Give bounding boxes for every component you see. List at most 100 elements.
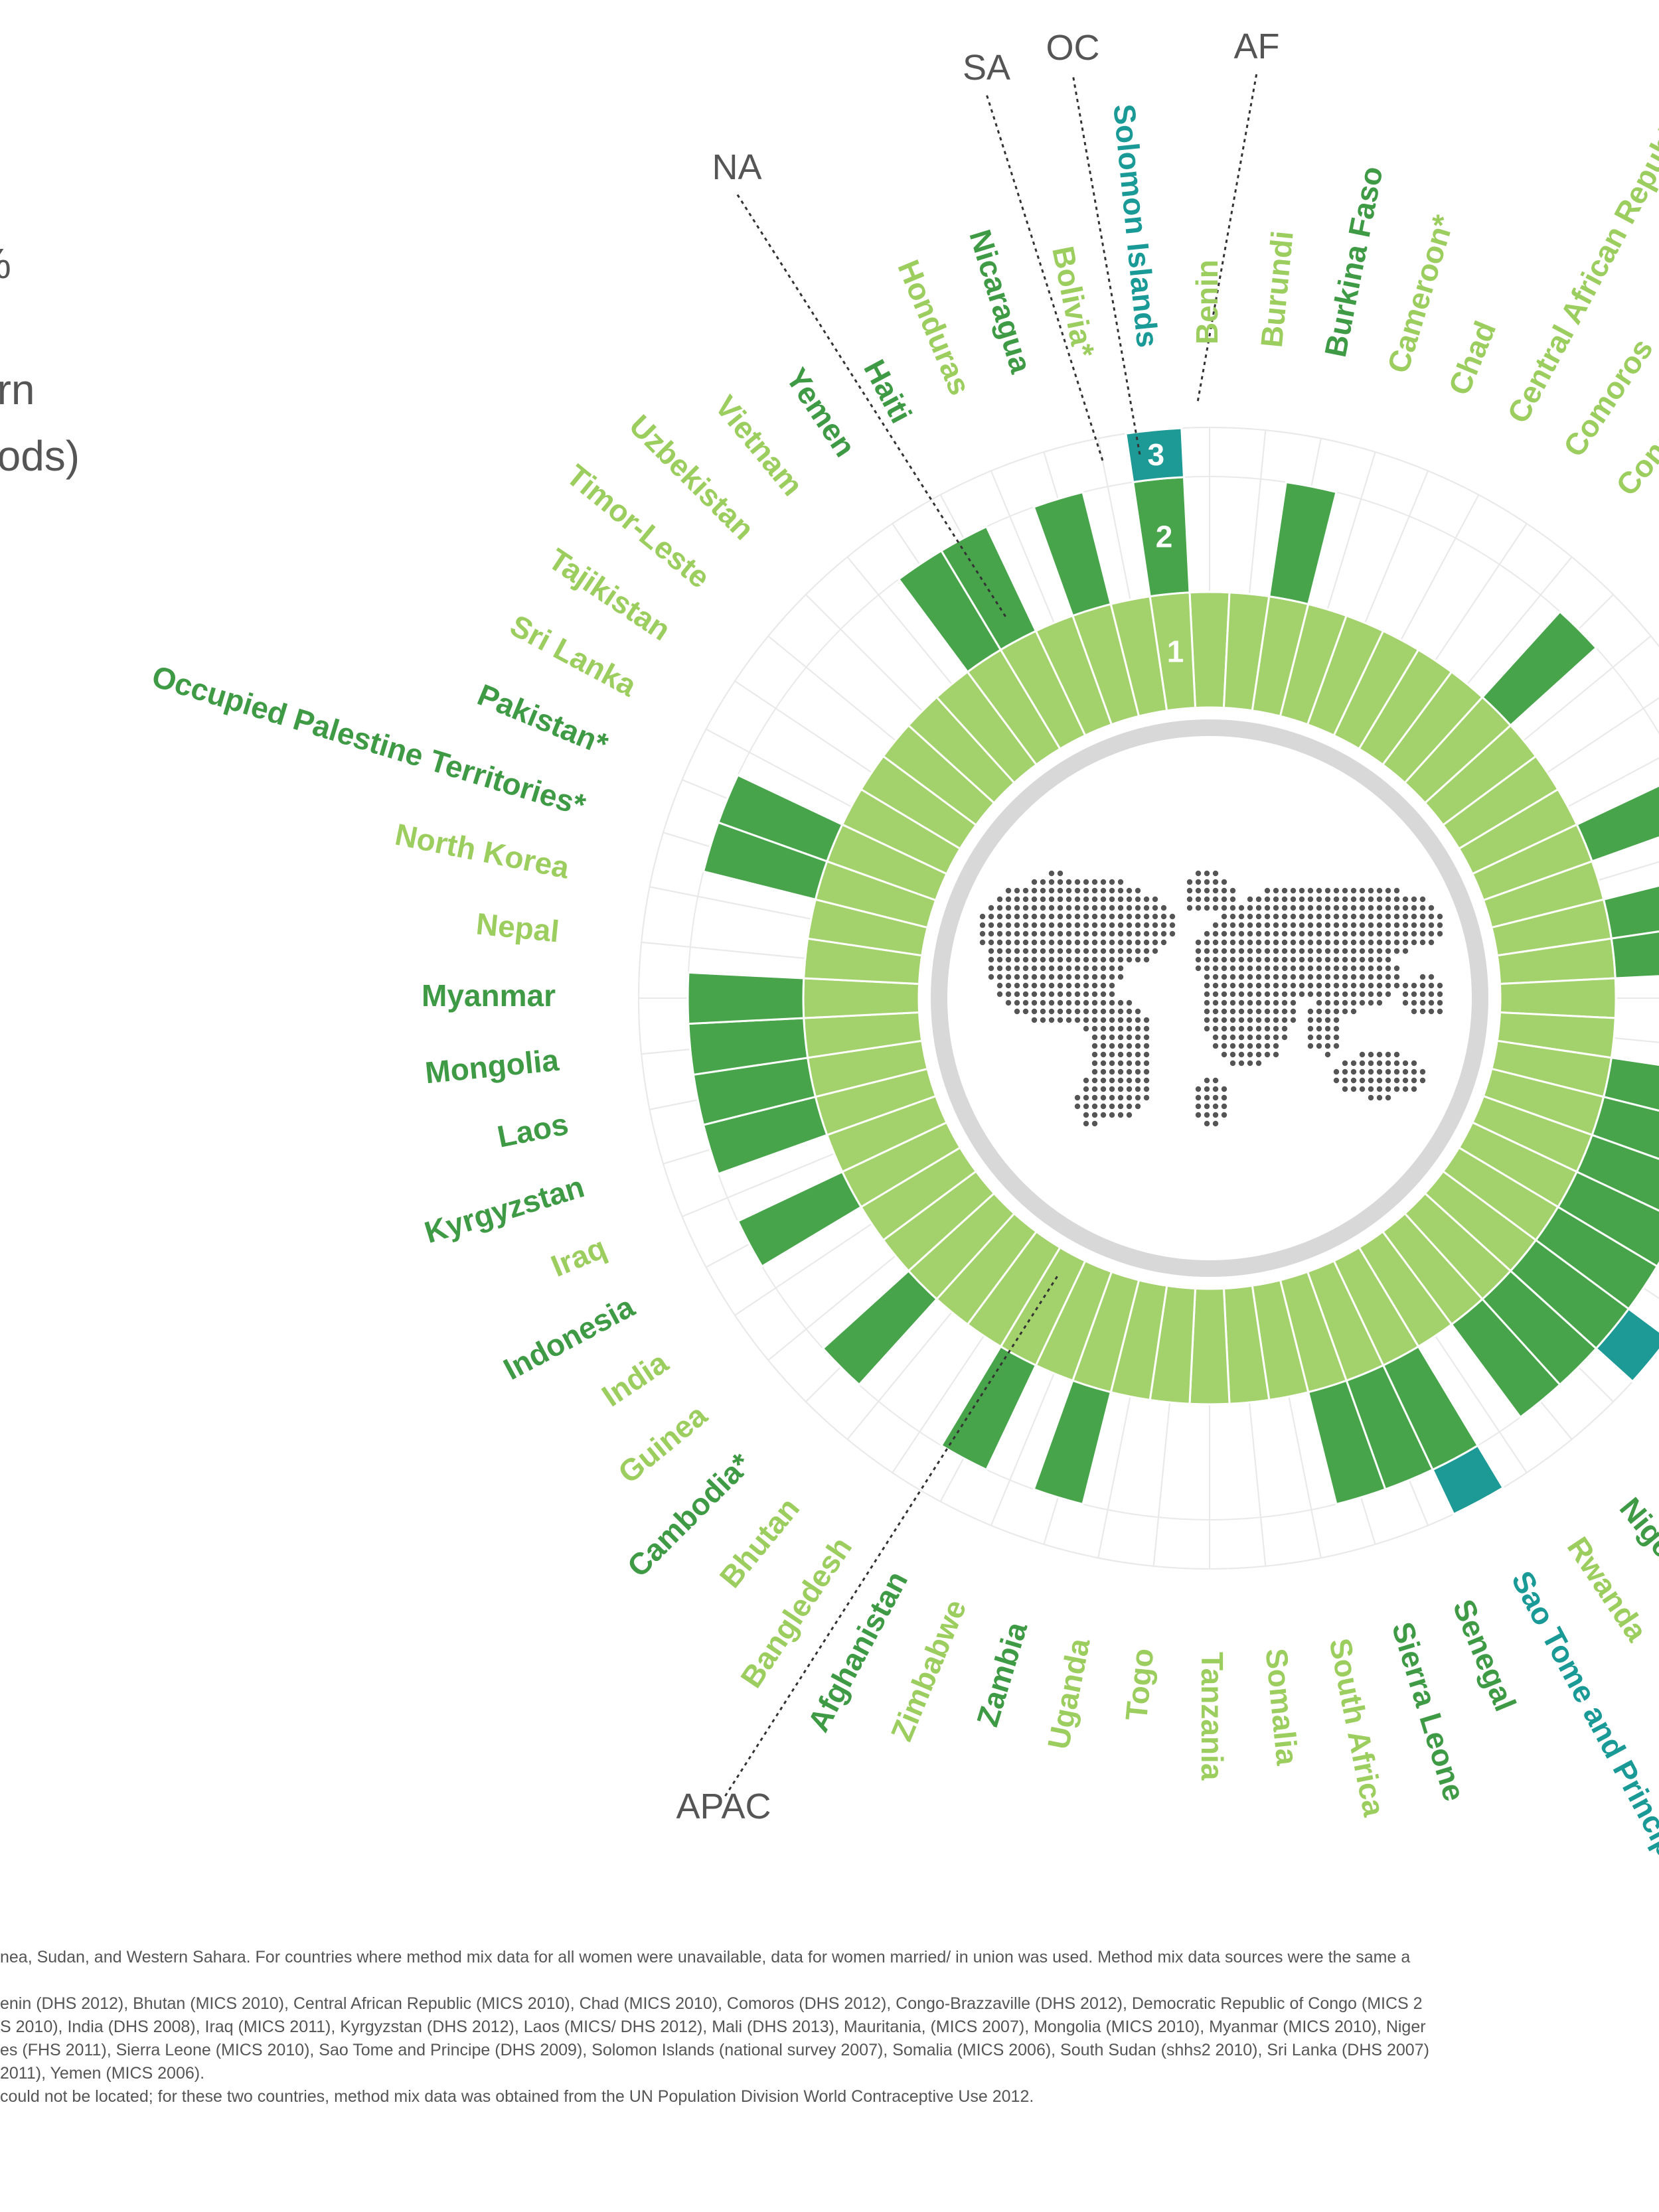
map-dot: [1100, 1043, 1107, 1049]
map-dot: [1273, 896, 1279, 903]
map-dot: [1204, 1120, 1210, 1127]
map-dot: [1368, 991, 1374, 997]
map-dot: [1238, 922, 1245, 928]
map-dot: [1169, 922, 1176, 928]
map-dot: [1022, 999, 1029, 1006]
map-dot: [1221, 991, 1227, 997]
map-dot: [1393, 913, 1400, 920]
map-dot: [979, 922, 986, 928]
map-dot: [1238, 1043, 1245, 1049]
map-dot: [1368, 922, 1374, 928]
map-dot: [1040, 991, 1046, 997]
map-dot: [1229, 887, 1236, 894]
map-dot: [1057, 948, 1064, 954]
map-dot: [1385, 913, 1391, 920]
map-dot: [1143, 913, 1150, 920]
map-dot: [1342, 922, 1348, 928]
map-dot: [1290, 939, 1297, 946]
map-dot: [1117, 1034, 1124, 1041]
map-dot: [1195, 956, 1202, 963]
map-dot: [1376, 1069, 1383, 1075]
map-dot: [1350, 1077, 1357, 1084]
map-dot: [1057, 965, 1064, 972]
map-dot: [1324, 991, 1331, 997]
map-dot: [1048, 965, 1055, 972]
map-dot: [1299, 896, 1305, 903]
map-dot: [1324, 939, 1331, 946]
tier-number: 3: [1148, 437, 1165, 472]
map-dot: [1411, 913, 1417, 920]
map-dot: [1264, 982, 1271, 989]
map-dot: [1307, 956, 1314, 963]
map-dot: [1048, 913, 1055, 920]
map-dot: [1109, 1008, 1115, 1015]
map-dot: [1247, 991, 1253, 997]
map-dot: [1333, 1043, 1340, 1049]
map-dot: [1385, 1051, 1391, 1058]
map-dot: [1143, 1043, 1150, 1049]
map-dot: [1299, 991, 1305, 997]
map-dot: [1126, 939, 1133, 946]
map-dot: [1281, 999, 1288, 1006]
map-dot: [1048, 974, 1055, 980]
map-dot: [1100, 1103, 1107, 1110]
bar-segment: [821, 1269, 939, 1386]
map-dot: [1359, 1069, 1366, 1075]
map-dot: [1247, 948, 1253, 954]
map-dot: [1238, 999, 1245, 1006]
map-dot: [1350, 999, 1357, 1006]
map-dot: [1022, 887, 1029, 894]
map-dot: [1048, 1008, 1055, 1015]
map-dot: [1221, 896, 1227, 903]
map-dot: [1048, 999, 1055, 1006]
map-dot: [1229, 913, 1236, 920]
footnote-line: enin (DHS 2012), Bhutan (MICS 2010), Cen…: [0, 1994, 1423, 2013]
map-dot: [1040, 922, 1046, 928]
map-dot: [1238, 939, 1245, 946]
map-dot: [1324, 905, 1331, 911]
map-dot: [1402, 896, 1409, 903]
world-map-icon: [979, 870, 1443, 1127]
map-dot: [1342, 1008, 1348, 1015]
map-dot: [1083, 1077, 1089, 1084]
map-dot: [1100, 1025, 1107, 1032]
map-dot: [1204, 948, 1210, 954]
map-dot: [1152, 905, 1158, 911]
map-dot: [1428, 1008, 1435, 1015]
tier-guide-segment: [1364, 470, 1480, 641]
map-dot: [1100, 1077, 1107, 1084]
map-dot: [1143, 939, 1150, 946]
map-dot: [1212, 965, 1219, 972]
map-dot: [1083, 1120, 1089, 1127]
map-dot: [988, 930, 994, 937]
map-dot: [1247, 1008, 1253, 1015]
map-dot: [1160, 930, 1167, 937]
map-dot: [1048, 939, 1055, 946]
map-dot: [1117, 1069, 1124, 1075]
map-dot: [1247, 930, 1253, 937]
map-dot: [1014, 1008, 1020, 1015]
map-dot: [1324, 1043, 1331, 1049]
map-dot: [1143, 948, 1150, 954]
map-dot: [1368, 930, 1374, 937]
map-dot: [1290, 930, 1297, 937]
map-dot: [1135, 1025, 1141, 1032]
map-dot: [988, 922, 994, 928]
map-dot: [1342, 913, 1348, 920]
map-dot: [1229, 1034, 1236, 1041]
tier-guide-ring: [638, 427, 1659, 1570]
map-dot: [1333, 991, 1340, 997]
map-dot: [1350, 1086, 1357, 1092]
map-dot: [1135, 930, 1141, 937]
map-dot: [1333, 887, 1340, 894]
map-dot: [1204, 930, 1210, 937]
map-dot: [1221, 879, 1227, 885]
map-dot: [1204, 1094, 1210, 1101]
map-dot: [1419, 999, 1426, 1006]
map-dot: [1333, 930, 1340, 937]
map-dot: [1307, 948, 1314, 954]
map-dot: [1411, 939, 1417, 946]
map-dot: [1135, 1086, 1141, 1092]
map-dot: [1186, 887, 1193, 894]
